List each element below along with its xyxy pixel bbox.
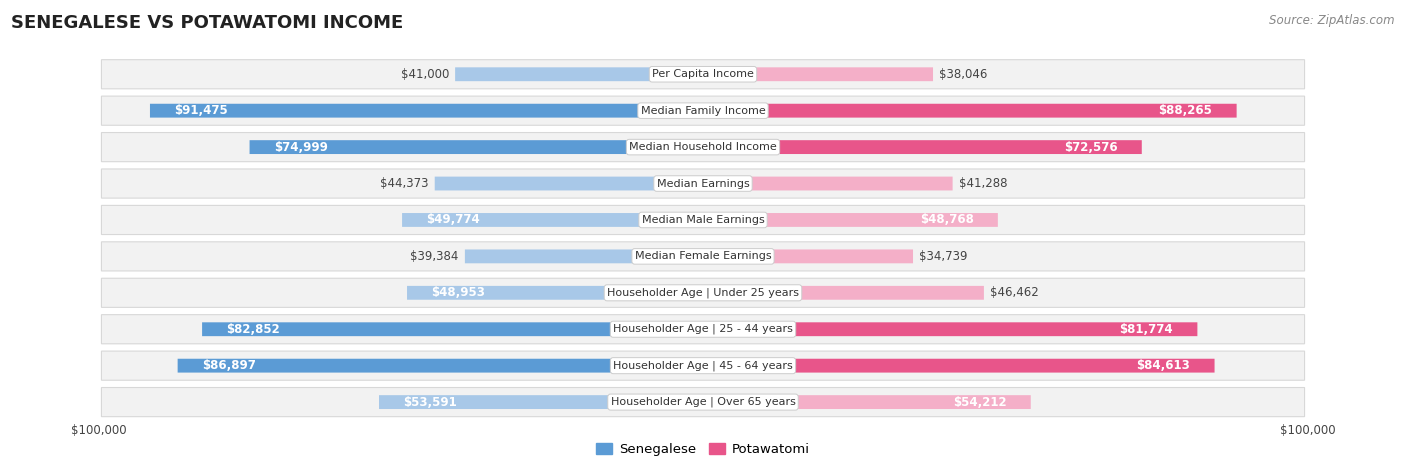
- FancyBboxPatch shape: [703, 177, 953, 191]
- FancyBboxPatch shape: [250, 140, 703, 154]
- FancyBboxPatch shape: [408, 286, 703, 300]
- Text: Per Capita Income: Per Capita Income: [652, 69, 754, 79]
- FancyBboxPatch shape: [101, 388, 1305, 417]
- Text: Median Male Earnings: Median Male Earnings: [641, 215, 765, 225]
- Text: $86,897: $86,897: [202, 359, 256, 372]
- FancyBboxPatch shape: [101, 60, 1305, 89]
- Text: Median Female Earnings: Median Female Earnings: [634, 251, 772, 262]
- Text: $74,999: $74,999: [274, 141, 328, 154]
- Text: Householder Age | Over 65 years: Householder Age | Over 65 years: [610, 397, 796, 407]
- Text: Median Earnings: Median Earnings: [657, 178, 749, 189]
- FancyBboxPatch shape: [101, 205, 1305, 234]
- FancyBboxPatch shape: [101, 242, 1305, 271]
- Text: $72,576: $72,576: [1064, 141, 1118, 154]
- Text: $82,852: $82,852: [226, 323, 280, 336]
- FancyBboxPatch shape: [703, 286, 984, 300]
- FancyBboxPatch shape: [402, 213, 703, 227]
- FancyBboxPatch shape: [101, 133, 1305, 162]
- Text: $38,046: $38,046: [939, 68, 987, 81]
- FancyBboxPatch shape: [703, 359, 1215, 373]
- FancyBboxPatch shape: [101, 169, 1305, 198]
- FancyBboxPatch shape: [380, 395, 703, 409]
- Legend: Senegalese, Potawatomi: Senegalese, Potawatomi: [591, 438, 815, 461]
- FancyBboxPatch shape: [101, 315, 1305, 344]
- Text: $49,774: $49,774: [426, 213, 479, 226]
- Text: $41,000: $41,000: [401, 68, 449, 81]
- Text: $54,212: $54,212: [953, 396, 1007, 409]
- FancyBboxPatch shape: [703, 322, 1198, 336]
- Text: $41,288: $41,288: [959, 177, 1007, 190]
- FancyBboxPatch shape: [434, 177, 703, 191]
- Text: Householder Age | Under 25 years: Householder Age | Under 25 years: [607, 288, 799, 298]
- FancyBboxPatch shape: [101, 351, 1305, 380]
- Text: $81,774: $81,774: [1119, 323, 1173, 336]
- Text: Median Household Income: Median Household Income: [628, 142, 778, 152]
- Text: Median Family Income: Median Family Income: [641, 106, 765, 116]
- FancyBboxPatch shape: [101, 278, 1305, 307]
- FancyBboxPatch shape: [703, 104, 1237, 118]
- Text: $53,591: $53,591: [404, 396, 457, 409]
- Text: $91,475: $91,475: [174, 104, 228, 117]
- FancyBboxPatch shape: [703, 213, 998, 227]
- FancyBboxPatch shape: [177, 359, 703, 373]
- FancyBboxPatch shape: [703, 249, 912, 263]
- Text: $88,265: $88,265: [1159, 104, 1212, 117]
- Text: SENEGALESE VS POTAWATOMI INCOME: SENEGALESE VS POTAWATOMI INCOME: [11, 14, 404, 32]
- Text: $44,373: $44,373: [380, 177, 429, 190]
- FancyBboxPatch shape: [703, 395, 1031, 409]
- FancyBboxPatch shape: [101, 96, 1305, 125]
- Text: Householder Age | 45 - 64 years: Householder Age | 45 - 64 years: [613, 361, 793, 371]
- Text: $48,953: $48,953: [432, 286, 485, 299]
- FancyBboxPatch shape: [703, 140, 1142, 154]
- Text: Source: ZipAtlas.com: Source: ZipAtlas.com: [1270, 14, 1395, 27]
- FancyBboxPatch shape: [456, 67, 703, 81]
- Text: Householder Age | 25 - 44 years: Householder Age | 25 - 44 years: [613, 324, 793, 334]
- FancyBboxPatch shape: [465, 249, 703, 263]
- Text: $46,462: $46,462: [990, 286, 1039, 299]
- Text: $48,768: $48,768: [920, 213, 974, 226]
- Text: $39,384: $39,384: [411, 250, 458, 263]
- FancyBboxPatch shape: [703, 67, 934, 81]
- Text: $84,613: $84,613: [1136, 359, 1191, 372]
- FancyBboxPatch shape: [150, 104, 703, 118]
- FancyBboxPatch shape: [202, 322, 703, 336]
- Text: $34,739: $34,739: [920, 250, 967, 263]
